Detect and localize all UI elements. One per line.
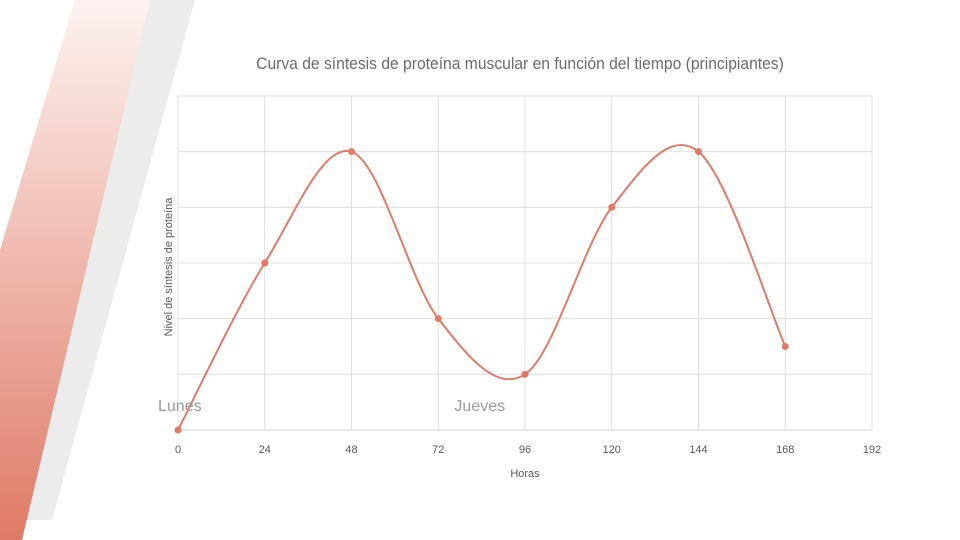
data-point [521,370,529,378]
chart-title: Curva de síntesis de proteína muscular e… [256,54,784,73]
annotation-label: Jueves [454,398,505,415]
y-axis-title: Nivel de síntesis de proteína [163,197,175,337]
annotation-label: Lunes [158,398,202,415]
decor-red-stripe [0,0,150,540]
data-point [434,315,442,323]
x-tick-label: 0 [175,444,181,456]
series-line [177,144,787,431]
data-point [695,148,702,156]
x-tick-label: 168 [776,444,794,456]
data-point [348,148,355,156]
x-axis-title: Horas [510,468,540,480]
x-tick-label: 24 [259,444,271,456]
x-tick-label: 48 [345,444,357,456]
data-point [608,203,616,211]
x-tick-label: 192 [863,444,881,456]
data-point [781,343,789,350]
x-tick-label: 96 [519,444,531,456]
x-tick-label: 144 [689,444,707,456]
data-point [174,426,182,434]
data-point [261,259,269,267]
x-tick-label: 72 [432,444,444,456]
x-tick-label: 120 [603,444,621,456]
